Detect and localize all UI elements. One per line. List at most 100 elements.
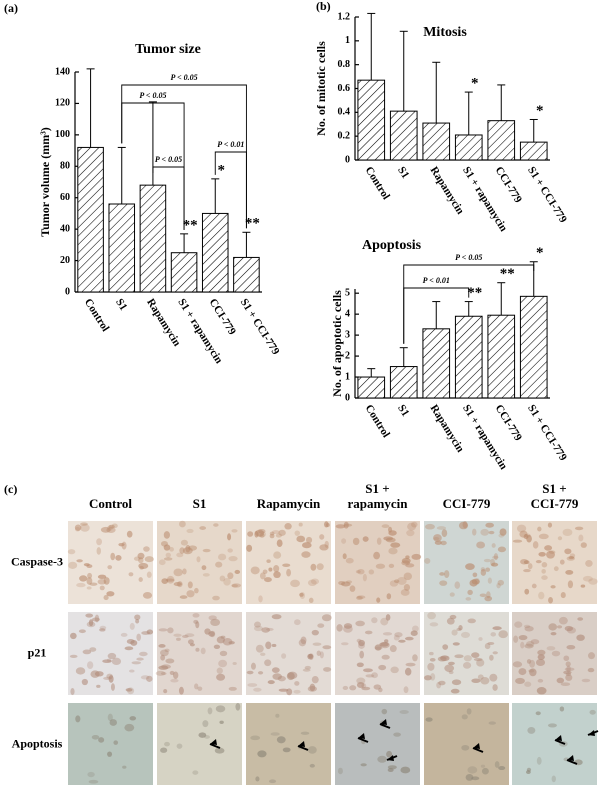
cell: [439, 572, 445, 576]
cell: [562, 528, 573, 537]
cell: [365, 674, 375, 678]
cell: [158, 665, 169, 670]
cell: [286, 688, 293, 696]
cell: [375, 563, 386, 569]
cell: [307, 746, 317, 754]
micrograph: [512, 703, 597, 785]
x-tick-label: S1: [113, 297, 129, 313]
y-tick-label: 0.4: [338, 107, 351, 118]
cell: [433, 534, 442, 542]
cell: [497, 579, 505, 586]
cell: [258, 671, 264, 675]
arrow: [209, 743, 221, 749]
cell: [270, 732, 280, 736]
cell: [136, 633, 142, 641]
cell: [550, 585, 556, 589]
cell: [202, 548, 211, 553]
cell: [385, 614, 391, 621]
y-tick-label: 0.2: [338, 130, 351, 141]
cell: [219, 650, 228, 657]
cell: [250, 735, 261, 741]
bar: [519, 295, 548, 399]
cell: [371, 617, 378, 624]
cell: [551, 775, 556, 783]
significance-bracket: [121, 102, 185, 230]
cell: [362, 573, 367, 582]
cell: [246, 670, 254, 675]
cell: [131, 661, 142, 665]
column-header: S1 +: [542, 481, 566, 496]
cell: [427, 611, 436, 620]
cell: [388, 547, 398, 555]
cell: [546, 646, 556, 651]
cell: [520, 641, 525, 649]
cell: [254, 625, 263, 632]
cell: [67, 549, 76, 555]
cell: [260, 652, 266, 656]
significance-star: *: [536, 245, 544, 261]
cell: [267, 680, 275, 685]
micrograph: [424, 612, 509, 695]
y-tick-label: 120: [55, 98, 70, 109]
cell: [355, 620, 365, 627]
cell: [491, 562, 499, 567]
cell: [199, 526, 207, 530]
cell: [393, 634, 400, 641]
cell: [499, 528, 507, 536]
cell: [569, 553, 576, 559]
cell: [356, 596, 363, 600]
cell: [189, 643, 195, 647]
cell: [281, 653, 287, 659]
cell: [537, 678, 544, 683]
arrow: [297, 745, 309, 751]
arrow: [554, 739, 566, 745]
cell: [311, 675, 319, 684]
cell: [115, 554, 122, 561]
cell: [498, 630, 508, 639]
cell: [220, 635, 226, 639]
cell: [580, 542, 587, 548]
panel-label: (b): [316, 0, 331, 13]
x-tick-label: Rapamycin: [428, 165, 467, 217]
cell: [576, 634, 585, 641]
cell: [196, 556, 201, 563]
cell: [486, 591, 491, 599]
cell: [461, 744, 470, 751]
x-tick-label: CCI-779: [493, 403, 525, 444]
x-tick-label: CCI-779: [207, 297, 239, 338]
cell: [368, 569, 375, 575]
column-header: CCI-779: [531, 496, 579, 511]
cell: [160, 654, 166, 661]
cell: [317, 623, 325, 628]
cell: [449, 592, 455, 597]
bar: [233, 256, 260, 293]
cell: [518, 668, 527, 676]
cell: [107, 751, 113, 757]
cell: [176, 743, 183, 749]
cell: [124, 723, 135, 732]
cell: [250, 566, 260, 575]
cell: [559, 559, 565, 565]
significance-bracket: [403, 287, 470, 344]
cell: [187, 581, 193, 589]
cell: [403, 583, 411, 591]
cell: [548, 550, 556, 554]
cell: [538, 533, 549, 540]
cell: [461, 631, 470, 639]
error-bar: [86, 68, 95, 148]
cell: [548, 623, 558, 631]
cell: [216, 636, 225, 644]
cell: [427, 662, 435, 671]
cell: [546, 550, 555, 559]
cell: [454, 654, 464, 659]
cell: [69, 654, 78, 659]
x-tick-label: CCI-779: [493, 165, 525, 206]
cell: [165, 552, 171, 558]
y-tick-label: 1.2: [338, 11, 351, 22]
x-tick-label: Rapamycin: [428, 403, 467, 455]
cell: [336, 624, 343, 632]
cell: [581, 678, 591, 683]
error-bar: [367, 12, 376, 81]
cell: [481, 767, 489, 775]
cell: [103, 577, 110, 585]
